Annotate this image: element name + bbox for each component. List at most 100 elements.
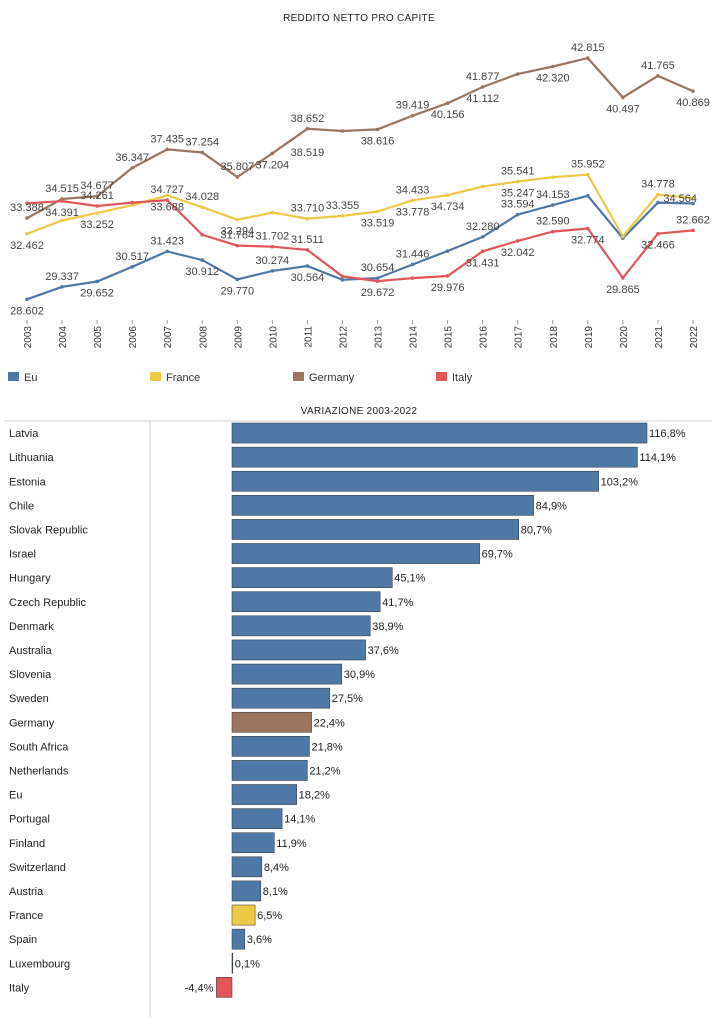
x-tick-label-2022: 2022 <box>689 326 700 349</box>
bar-row-australia: Australia 37,6% <box>9 639 399 661</box>
bar-row-france: France 6,5% <box>9 904 282 926</box>
point-france-2004 <box>60 218 64 223</box>
category-label-finland: Finland <box>9 838 45 850</box>
point-france-2022 <box>691 196 695 200</box>
data-label-italy-2018: 32.590 <box>536 216 570 228</box>
data-label-eu-2010: 30.274 <box>256 255 290 267</box>
point-france-2007 <box>165 193 170 198</box>
data-label-france-2009: 33.294 <box>220 226 254 238</box>
bar-israel <box>231 543 480 564</box>
data-label-germany-2006: 36.347 <box>115 152 149 164</box>
category-label-denmark: Denmark <box>9 621 54 633</box>
point-eu-2013 <box>375 276 380 280</box>
legend-item-italy[interactable]: Italy <box>436 372 473 384</box>
data-label-germany-2016: 41.877 <box>466 71 500 83</box>
data-label-eu-2009: 29.770 <box>220 285 254 297</box>
bar-hungary <box>231 567 393 588</box>
point-eu-2006 <box>130 265 134 269</box>
data-label-germany-2021: 41.765 <box>641 60 675 72</box>
data-label-germany-2003: 33.388 <box>10 202 44 214</box>
data-label-france-2019: 35.952 <box>571 159 605 171</box>
point-italy-2022 <box>691 228 695 233</box>
point-france-2003 <box>25 231 29 236</box>
x-tick-label-2007: 2007 <box>163 326 174 349</box>
value-label-finland: 11,9% <box>276 838 307 850</box>
point-france-2018 <box>550 175 555 179</box>
data-label-germany-2016: 41.112 <box>466 93 499 105</box>
legend-label-eu: Eu <box>24 372 37 384</box>
bar-row-germany: Germany 22,4% <box>9 711 345 733</box>
bar-chart-title: VARIAZIONE 2003-2022 <box>301 406 418 417</box>
category-label-estonia: Estonia <box>9 476 47 488</box>
x-tick-label-2008: 2008 <box>198 326 209 349</box>
point-eu-2012 <box>340 278 345 282</box>
point-germany-2020 <box>621 95 625 100</box>
point-france-2013 <box>375 209 380 214</box>
value-label-slovak-republic: 80,7% <box>521 524 552 536</box>
bar-slovenia <box>231 663 343 685</box>
bar-chile <box>231 495 534 516</box>
x-tick-label-2017: 2017 <box>514 326 525 349</box>
bar-luxembourg <box>231 952 234 974</box>
legend-item-germany[interactable]: Germany <box>293 372 355 384</box>
category-label-slovenia: Slovenia <box>9 669 52 681</box>
x-tick-label-2004: 2004 <box>58 326 69 349</box>
x-tick-label-2006: 2006 <box>128 326 139 349</box>
x-tick-label-2014: 2014 <box>409 326 420 349</box>
category-label-austria: Austria <box>9 886 44 898</box>
data-label-italy-2015: 29.976 <box>431 282 465 294</box>
point-eu-2018 <box>550 203 555 207</box>
bar-row-italy: Italy -4,4% <box>9 977 233 998</box>
point-italy-2006 <box>130 200 134 205</box>
value-label-estonia: 103,2% <box>601 476 639 488</box>
value-label-eu: 18,2% <box>299 790 330 802</box>
bar-row-switzerland: Switzerland 8,4% <box>9 856 289 878</box>
bar-portugal <box>231 808 283 829</box>
legend-item-france[interactable]: France <box>150 372 200 384</box>
legend-item-eu[interactable]: Eu <box>8 372 37 384</box>
category-label-italy: Italy <box>9 982 30 994</box>
value-label-latvia: 116,8% <box>649 428 686 440</box>
category-label-lithuania: Lithuania <box>9 452 55 464</box>
series-line-italy <box>26 198 694 283</box>
bar-row-spain: Spain 3,6% <box>9 928 272 950</box>
bar-france <box>231 904 256 926</box>
data-label-france-2017: 35.247 <box>501 188 535 200</box>
data-label-france-2012: 33.355 <box>326 200 360 212</box>
x-tick-label-2009: 2009 <box>233 326 244 349</box>
category-label-spain: Spain <box>9 934 37 946</box>
point-germany-2003 <box>25 216 29 220</box>
point-italy-2011 <box>305 248 310 252</box>
bar-row-eu: Eu 18,2% <box>9 784 330 805</box>
x-tick-label-2016: 2016 <box>479 326 490 349</box>
line-chart: REDDITO NETTO PRO CAPITE 28.60229.33729.… <box>8 13 710 384</box>
point-eu-2021 <box>656 200 660 205</box>
data-label-france-2011: 33.710 <box>291 203 325 215</box>
bar-australia <box>231 639 366 661</box>
series-line-eu <box>26 194 694 301</box>
point-germany-2013 <box>375 127 380 132</box>
data-label-germany-2010: 37.204 <box>256 159 290 171</box>
x-tick-label-2005: 2005 <box>93 326 104 349</box>
point-italy-2019 <box>586 226 590 231</box>
x-tick-label-2010: 2010 <box>268 326 279 349</box>
value-label-france: 6,5% <box>257 910 282 922</box>
point-france-2016 <box>480 184 485 189</box>
point-germany-2005 <box>95 194 99 199</box>
data-label-france-2007: 33.688 <box>150 201 184 213</box>
bar-denmark <box>231 615 371 637</box>
value-label-italy: -4,4% <box>185 982 214 994</box>
category-label-france: France <box>9 910 43 922</box>
data-label-italy-2019: 32.774 <box>571 235 605 247</box>
value-label-hungary: 45,1% <box>394 573 425 585</box>
value-label-austria: 8,1% <box>263 886 288 898</box>
point-italy-2012 <box>340 274 345 279</box>
data-label-germany-2009: 35.807 <box>220 161 254 173</box>
bar-row-latvia: Latvia 116,8% <box>9 422 686 444</box>
point-eu-2008 <box>200 258 205 262</box>
point-germany-2006 <box>130 166 134 170</box>
point-italy-2016 <box>480 249 485 254</box>
legend-label-germany: Germany <box>309 372 355 384</box>
data-label-italy-2011: 31.511 <box>291 234 324 246</box>
category-label-hungary: Hungary <box>9 573 51 585</box>
